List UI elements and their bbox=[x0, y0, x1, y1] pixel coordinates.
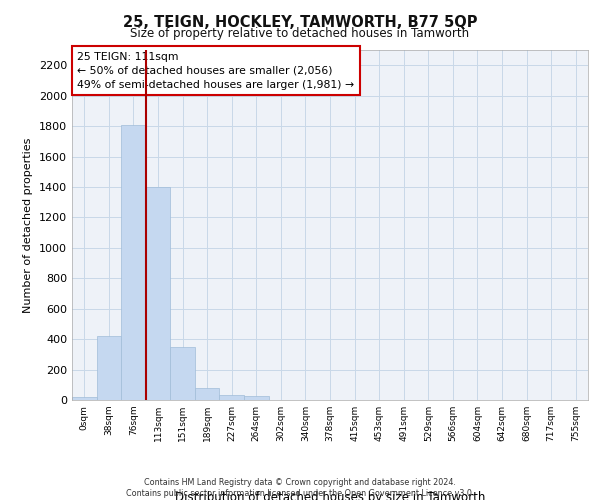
Y-axis label: Number of detached properties: Number of detached properties bbox=[23, 138, 34, 312]
Bar bbox=[146, 187, 170, 400]
X-axis label: Distribution of detached houses by size in Tamworth: Distribution of detached houses by size … bbox=[175, 491, 485, 500]
Bar bbox=[195, 388, 220, 400]
Text: 25, TEIGN, HOCKLEY, TAMWORTH, B77 5QP: 25, TEIGN, HOCKLEY, TAMWORTH, B77 5QP bbox=[123, 15, 477, 30]
Bar bbox=[97, 336, 121, 400]
Bar bbox=[170, 346, 195, 400]
Text: Size of property relative to detached houses in Tamworth: Size of property relative to detached ho… bbox=[130, 28, 470, 40]
Bar bbox=[220, 396, 244, 400]
Bar bbox=[72, 397, 97, 400]
Bar bbox=[244, 396, 269, 400]
Text: 25 TEIGN: 111sqm
← 50% of detached houses are smaller (2,056)
49% of semi-detach: 25 TEIGN: 111sqm ← 50% of detached house… bbox=[77, 52, 354, 90]
Text: Contains HM Land Registry data © Crown copyright and database right 2024.
Contai: Contains HM Land Registry data © Crown c… bbox=[126, 478, 474, 498]
Bar bbox=[121, 124, 146, 400]
